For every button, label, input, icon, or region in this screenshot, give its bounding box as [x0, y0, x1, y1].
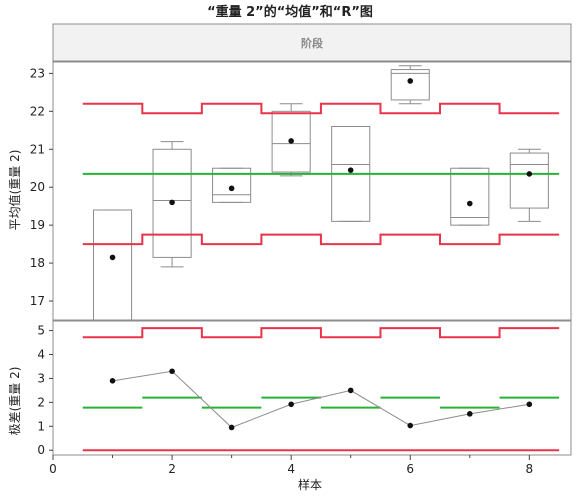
- x-tick-label: 4: [287, 462, 295, 476]
- mean-point: [407, 78, 414, 84]
- box-body: [450, 167, 490, 226]
- range-y-tick-label: 0: [37, 443, 45, 457]
- range-y-tick-label: 2: [37, 395, 45, 409]
- mean-point: [228, 185, 235, 192]
- box-body: [271, 110, 311, 173]
- mean-axis-label: 平均值(重量 2): [7, 150, 22, 231]
- x-tick-label: 6: [406, 462, 414, 476]
- x-tick-label: 0: [49, 462, 57, 476]
- range-point: [407, 422, 414, 429]
- chart-title: “重量 2”的“均值”和“R”图: [207, 4, 373, 20]
- mean-point: [169, 199, 175, 206]
- x-axis-label: 样本: [298, 477, 322, 492]
- mean-y-tick-label: 23: [30, 66, 45, 80]
- range-point: [347, 387, 354, 394]
- range-point: [288, 401, 294, 408]
- mean-panel: 17 18 19 20 21 22 23: [30, 61, 572, 321]
- range-point: [526, 401, 533, 408]
- range-axis-label: 极差(重量 2): [8, 367, 22, 436]
- mean-y-tick-label: 19: [30, 218, 45, 232]
- mean-ucl-line: [82, 102, 560, 115]
- mean-point: [526, 171, 533, 177]
- x-tick-label: 2: [168, 462, 176, 476]
- phase-label: 阶段: [301, 36, 323, 50]
- box-body: [212, 167, 252, 203]
- range-ucl-line: [82, 327, 560, 339]
- range-point: [169, 368, 175, 375]
- mean-point: [109, 254, 116, 261]
- range-point: [466, 411, 473, 417]
- range-plot-frame: [52, 320, 572, 456]
- range-panel: 0 1 2 3 4 5 0 2 4 6 8: [37, 320, 572, 476]
- mean-point: [288, 138, 294, 144]
- range-point: [109, 378, 116, 384]
- mean-y-tick-label: 17: [30, 294, 45, 308]
- box-body: [390, 69, 430, 101]
- mean-plot-frame: [52, 61, 572, 321]
- phase-header: [52, 23, 572, 62]
- mean-lcl-line: [82, 233, 560, 246]
- mean-y-tick-label: 18: [30, 256, 45, 270]
- box-body: [509, 152, 549, 209]
- range-y-tick-label: 5: [37, 324, 45, 338]
- x-tick-label: 8: [526, 462, 534, 476]
- range-y-tick-label: 3: [37, 371, 45, 385]
- box-body: [152, 148, 192, 258]
- range-point: [228, 424, 235, 431]
- mean-point: [347, 167, 354, 173]
- mean-y-tick-label: 21: [30, 142, 45, 156]
- range-y-tick-label: 4: [37, 348, 45, 362]
- range-y-tick-label: 1: [37, 419, 45, 433]
- mean-point: [466, 200, 473, 207]
- mean-y-tick-label: 20: [30, 180, 45, 194]
- mean-y-tick-label: 22: [30, 104, 45, 118]
- range-series-line: [112, 370, 530, 429]
